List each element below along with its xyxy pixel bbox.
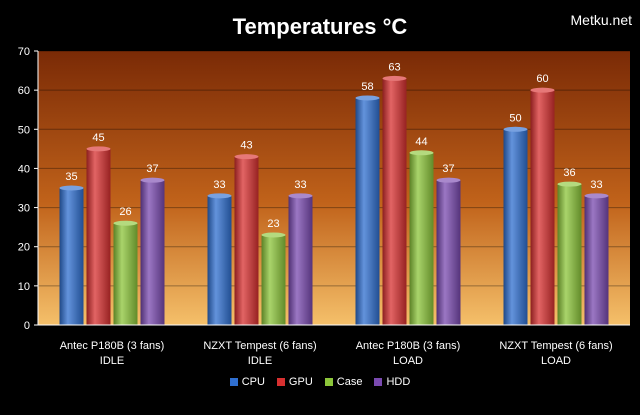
- bar-top-cap: [59, 185, 84, 191]
- bar-top-cap: [113, 220, 138, 226]
- y-tick-label: 60: [18, 85, 30, 97]
- bar-top-cap: [503, 126, 528, 132]
- data-label: 33: [590, 179, 602, 191]
- legend-label: GPU: [288, 376, 313, 388]
- data-label: 63: [388, 61, 400, 73]
- bar-top-cap: [557, 181, 582, 187]
- bar-top-cap: [140, 177, 165, 183]
- bar-gpu: [86, 148, 111, 325]
- bar-hdd: [140, 180, 165, 325]
- y-tick-label: 0: [24, 320, 30, 332]
- bar-case: [113, 223, 138, 325]
- bar-top-cap: [436, 177, 461, 183]
- legend-label: Case: [336, 376, 363, 388]
- x-category-label: LOAD: [393, 355, 423, 367]
- data-label: 36: [563, 167, 575, 179]
- bar-hdd: [584, 195, 609, 325]
- data-label: 33: [213, 179, 225, 191]
- bar-hdd: [436, 180, 461, 325]
- x-category-label: Antec P180B (3 fans): [60, 340, 165, 352]
- bar-top-cap: [261, 232, 286, 238]
- bar-gpu: [530, 90, 555, 326]
- x-category-label: IDLE: [100, 355, 124, 367]
- legend-swatch: [276, 378, 285, 386]
- bar-case: [409, 152, 434, 325]
- bar-gpu: [382, 78, 407, 326]
- x-category-label: IDLE: [248, 355, 272, 367]
- watermark: Metku.net: [570, 12, 632, 28]
- y-tick-label: 40: [18, 163, 30, 175]
- legend-label: CPU: [241, 376, 265, 388]
- legend-swatch: [324, 378, 333, 386]
- bar-case: [261, 234, 286, 325]
- legend-item-case: Case: [324, 376, 363, 388]
- legend: CPU GPU Case HDD: [0, 376, 640, 388]
- bar-gpu: [234, 156, 259, 325]
- data-label: 26: [119, 206, 131, 218]
- legend-item-cpu: CPU: [229, 376, 265, 388]
- x-category-label: LOAD: [541, 355, 571, 367]
- x-category-label: NZXT Tempest (6 fans): [203, 340, 316, 352]
- bar-top-cap: [288, 193, 313, 199]
- data-label: 43: [240, 140, 252, 152]
- legend-item-gpu: GPU: [276, 376, 313, 388]
- legend-swatch: [229, 378, 238, 386]
- legend-label: HDD: [386, 376, 411, 388]
- data-label: 37: [442, 163, 454, 175]
- bar-cpu: [503, 129, 528, 325]
- bar-case: [557, 184, 582, 325]
- data-label: 35: [65, 171, 77, 183]
- bar-cpu: [207, 195, 232, 325]
- bar-top-cap: [584, 193, 609, 199]
- bar-top-cap: [207, 193, 232, 199]
- x-category-label: NZXT Tempest (6 fans): [499, 340, 612, 352]
- y-tick-label: 70: [18, 46, 30, 58]
- y-tick-label: 30: [18, 203, 30, 215]
- data-label: 45: [92, 132, 104, 144]
- data-label: 33: [294, 179, 306, 191]
- legend-swatch: [374, 378, 383, 386]
- bar-cpu: [59, 188, 84, 325]
- bar-top-cap: [355, 95, 380, 101]
- bar-top-cap: [382, 75, 407, 81]
- data-label: 23: [267, 218, 279, 230]
- bar-top-cap: [530, 87, 555, 93]
- data-label: 50: [509, 112, 521, 124]
- data-label: 44: [415, 136, 427, 148]
- bar-cpu: [355, 97, 380, 325]
- data-label: 60: [536, 73, 548, 85]
- bar-hdd: [288, 195, 313, 325]
- x-category-label: Antec P180B (3 fans): [356, 340, 461, 352]
- y-tick-label: 20: [18, 242, 30, 254]
- bar-top-cap: [86, 146, 111, 152]
- legend-item-hdd: HDD: [374, 376, 410, 388]
- data-label: 58: [361, 81, 373, 93]
- chart-title: Temperatures °C: [232, 14, 408, 39]
- y-tick-label: 10: [18, 281, 30, 293]
- bar-top-cap: [409, 150, 434, 156]
- bar-top-cap: [234, 154, 259, 160]
- y-tick-label: 50: [18, 124, 30, 136]
- data-label: 37: [146, 163, 158, 175]
